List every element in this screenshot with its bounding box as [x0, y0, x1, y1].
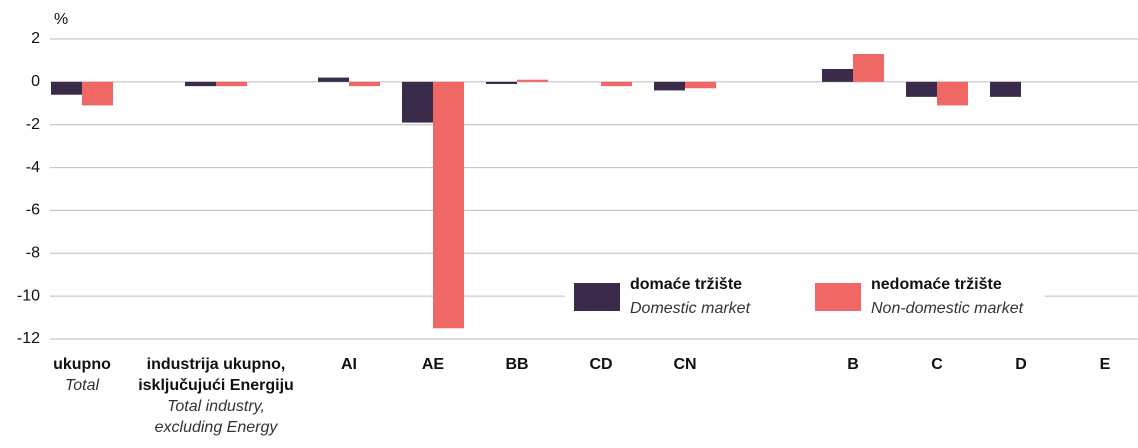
x-tick-label-en: Total — [65, 377, 100, 394]
bar — [318, 77, 349, 82]
x-tick-label: D — [1015, 356, 1027, 373]
legend-background — [565, 268, 1045, 322]
bar — [937, 81, 968, 106]
x-tick-label: industrija ukupno, — [147, 356, 286, 373]
y-tick-label: 2 — [31, 30, 40, 47]
x-tick-label: E — [1100, 356, 1111, 373]
x-tick-label: AE — [422, 356, 445, 373]
y-tick-label: 0 — [31, 73, 40, 90]
bar — [685, 81, 716, 89]
bar — [601, 81, 632, 87]
bar — [349, 81, 380, 87]
bar — [906, 81, 937, 97]
x-tick-label: CD — [589, 356, 612, 373]
y-tick-label: -4 — [26, 159, 40, 176]
bar — [517, 79, 548, 82]
bar — [51, 81, 82, 95]
y-tick-label: -6 — [26, 202, 40, 219]
x-tick-label: BB — [505, 356, 528, 373]
x-tick-label: AI — [341, 356, 357, 373]
x-tick-label: B — [847, 356, 859, 373]
x-tick-label: CN — [673, 356, 696, 373]
x-tick-label-en: Total industry, — [167, 398, 265, 415]
bar — [433, 81, 464, 329]
x-tick-label: C — [931, 356, 943, 373]
legend-label-en: Domestic market — [630, 300, 751, 317]
y-tick-label: -10 — [17, 287, 40, 304]
bar — [402, 81, 433, 123]
legend-swatch — [815, 283, 861, 311]
bar — [185, 81, 216, 87]
legend-swatch — [574, 283, 620, 311]
y-tick-label: -8 — [26, 245, 40, 262]
bar — [486, 81, 517, 84]
y-tick-label: -12 — [17, 330, 40, 347]
y-axis-label: % — [54, 11, 68, 28]
y-tick-label: -2 — [26, 116, 40, 133]
legend-label: domaće tržište — [630, 276, 742, 293]
legend-label-en: Non-domestic market — [871, 300, 1024, 317]
x-tick-label: ukupno — [53, 356, 111, 373]
bar — [990, 81, 1021, 97]
bar — [216, 81, 247, 87]
bar — [82, 81, 113, 106]
x-tick-label-en: excluding Energy — [155, 419, 279, 436]
bar — [822, 69, 853, 82]
x-tick-label: isključujući Energiju — [138, 377, 294, 394]
bar — [654, 81, 685, 91]
legend-label: nedomaće tržište — [871, 276, 1002, 293]
bar — [853, 54, 884, 82]
